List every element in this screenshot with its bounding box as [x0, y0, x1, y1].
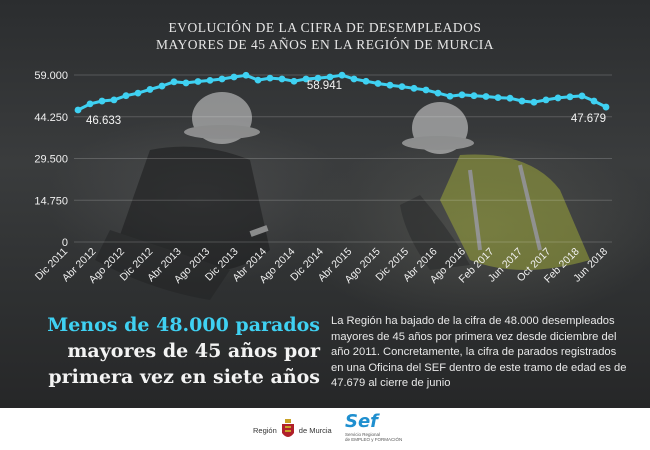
- data-point: [434, 89, 442, 97]
- data-point: [506, 94, 514, 102]
- series-line: [77, 73, 607, 112]
- data-point: [470, 92, 478, 100]
- data-point: [590, 97, 598, 105]
- sef-logo: Sef Servicio Regional de EMPLEO y FORMAC…: [345, 411, 403, 443]
- data-point: [374, 80, 382, 87]
- y-axis-labels: 0 14.750 29.500 44.250 59.000: [34, 70, 68, 249]
- data-point: [326, 73, 334, 81]
- data-point: [338, 71, 346, 79]
- headline-line2: mayores de 45 años por: [67, 340, 320, 362]
- data-point: [230, 73, 238, 81]
- headline-line1: Menos de 48.000 parados: [47, 314, 320, 336]
- data-point: [458, 91, 466, 99]
- y-tick-label: 0: [62, 237, 68, 249]
- data-point: [494, 94, 502, 102]
- data-point: [422, 86, 430, 94]
- y-tick-label: 44.250: [34, 112, 68, 124]
- data-point: [206, 76, 214, 84]
- data-point: [314, 74, 322, 82]
- data-point: [290, 77, 298, 85]
- data-point: [410, 84, 418, 92]
- data-point: [86, 100, 94, 108]
- body-paragraph: La Región ha bajado de la cifra de 48.00…: [331, 315, 627, 390]
- headline-line3: primera vez en siete años: [48, 366, 320, 388]
- data-point: [74, 106, 82, 114]
- data-point: [554, 94, 562, 102]
- data-point: [98, 97, 106, 105]
- data-point: [518, 97, 526, 105]
- data-point: [386, 81, 394, 89]
- worker-left-illustration: [95, 92, 590, 300]
- sef-wordmark: Sef: [345, 411, 379, 432]
- footer: Región de Murcia Sef Servicio Regional d…: [0, 408, 650, 450]
- y-tick-label: 59.000: [34, 70, 68, 82]
- data-point: [542, 96, 550, 104]
- y-tick-label: 29.500: [34, 154, 68, 166]
- data-point: [362, 77, 370, 85]
- data-point: [578, 92, 586, 100]
- data-point: [446, 92, 454, 100]
- data-point: [170, 78, 178, 86]
- region-logo-text-left: Región: [253, 425, 277, 435]
- region-logo-text-right: de Murcia: [298, 425, 332, 435]
- chart-title-line2: MAYORES DE 45 AÑOS EN LA REGIÓN DE MURCI…: [155, 37, 495, 52]
- data-point: [266, 74, 274, 82]
- data-point: [158, 82, 166, 90]
- headline: Menos de 48.000 parados mayores de 45 añ…: [20, 312, 320, 390]
- sef-subtitle-line2: de EMPLEO y FORMACIÓN: [345, 437, 403, 442]
- data-point: [182, 79, 190, 87]
- data-point: [254, 76, 262, 84]
- data-points: [74, 71, 610, 114]
- sef-subtitle-line1: Servicio Regional: [345, 432, 381, 437]
- data-point: [134, 89, 142, 97]
- data-point: [602, 103, 610, 111]
- data-label: 47.679: [571, 113, 606, 125]
- chart-title-line1: EVOLUCIÓN DE LA CIFRA DE DESEMPLEADOS: [168, 20, 482, 35]
- annotations: 46.633 58.941 47.679: [86, 80, 606, 127]
- data-point: [242, 71, 250, 79]
- data-point: [194, 78, 202, 85]
- region-murcia-logo: Región de Murcia: [253, 418, 332, 442]
- data-point: [122, 92, 130, 100]
- y-tick-label: 14.750: [34, 195, 68, 207]
- data-point: [530, 98, 538, 106]
- data-point: [302, 75, 310, 83]
- data-point: [278, 75, 286, 83]
- grid-layer: [74, 74, 612, 243]
- background-photo: [0, 0, 650, 408]
- data-point: [566, 93, 574, 101]
- data-point: [350, 75, 358, 83]
- data-point: [482, 93, 490, 100]
- data-point: [398, 83, 406, 91]
- coat-of-arms-icon: [281, 419, 294, 437]
- data-label: 46.633: [86, 115, 121, 127]
- data-point: [218, 75, 226, 83]
- data-point: [110, 96, 118, 104]
- data-point: [146, 86, 154, 93]
- data-label: 58.941: [307, 80, 342, 92]
